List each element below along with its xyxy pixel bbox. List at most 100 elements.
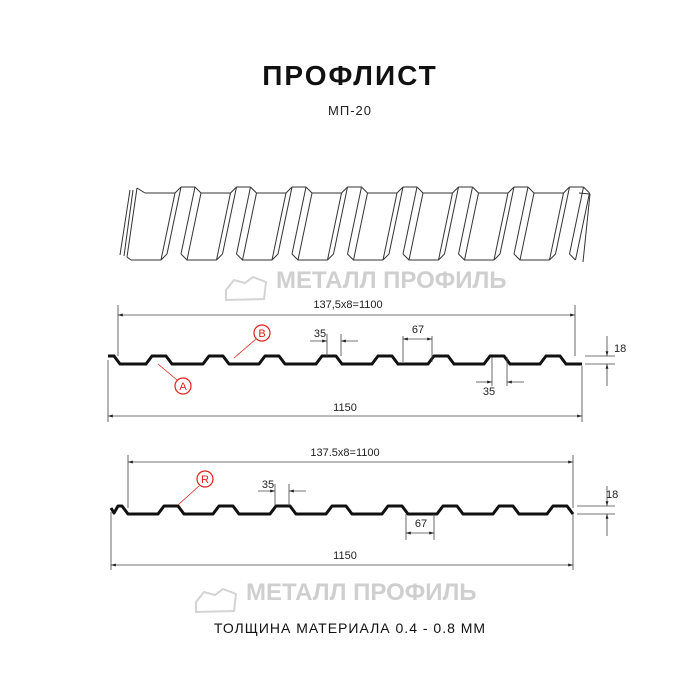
sheet-rib-line [416,186,424,194]
sheet-rib-line [236,253,243,261]
model-subtitle: МП-20 [328,103,372,118]
sheet-rib-line [458,253,465,261]
sheet-rib-line [458,186,473,255]
svg-text:B: B [258,328,265,340]
sheet-rib-line [160,192,176,261]
sheet-rib-line [327,192,342,261]
watermark-logo-icon [225,275,268,302]
sheet-rib-line [174,186,182,194]
sheet-rib-line [444,186,459,255]
sheet-rib-line [250,186,257,194]
sheet-rib-line [126,256,132,261]
sheet-rib-line [402,186,418,255]
sheet-rib-line [575,192,590,261]
profile-1: 137,5x8=1100 1150 35 67 18 35 A B [107,299,626,422]
sheet-rib-line [396,186,404,194]
sheet-rib-line [452,186,459,194]
sheet-rib-line [166,186,182,255]
sheet-rib-line [513,186,529,255]
watermark-text: МЕТАЛЛ ПРОФИЛЬ [246,579,477,606]
height-dimension-label: 18 [614,343,626,355]
watermark-text: МЕТАЛЛ ПРОФИЛЬ [276,267,507,294]
sheet-rib-line [464,192,479,261]
profile-2-outline [109,504,575,516]
sheet-rib-line [569,186,584,255]
sheet-rib-line [582,193,591,263]
sheet-rib-line [186,192,202,261]
sheet-rib-line [123,189,134,257]
sheet-rib-line [382,192,398,261]
watermark-logo-icon [195,587,238,614]
sheet-rib-line [549,253,556,261]
sheet-rib-line [438,253,445,261]
crest-dimension-label: 35 [262,479,274,491]
sheet-rib-line [230,186,237,194]
sheet-rib-line [493,192,509,261]
page-title: ПРОФЛИСТ [262,60,438,91]
width-dimension-label: 1150 [333,402,357,414]
sheet-rib-line [327,253,334,261]
sheet-rib-line [493,253,501,261]
sheet-rib-line [555,186,570,255]
profile-2: 137.5x8=1100 1150 35 67 18 R [109,447,618,570]
sheet-rib-line [578,192,591,195]
sheet-rib-line [382,253,390,261]
sheet-rib-line [353,192,368,261]
sheet-rib-line [569,253,576,261]
sheet-rib-line [180,253,188,261]
sheet-rib-line [291,253,299,261]
sheet-rib-line [119,189,131,256]
sheet-rib-line [271,253,279,261]
pitch-dimension-label: 137,5x8=1100 [313,299,382,311]
sheet-rib-line [291,186,307,255]
valley-dimension-label: 67 [415,518,427,530]
sheet-rib-line [513,253,521,261]
sheet-rib-line [519,192,535,261]
pitch-dimension-label: 137.5x8=1100 [310,447,379,459]
sheet-rib-line [160,253,168,261]
sheet-rib-line [472,186,479,194]
marker-b: B [233,324,271,359]
watermark-1: МЕТАЛЛ ПРОФИЛЬ [225,267,507,302]
sheet-rib-line [180,186,196,255]
sheet-rib-line [527,186,535,194]
sheet-rib-line [305,186,313,194]
sheet-rib-line [136,187,146,194]
sheet-rib-line [347,253,354,261]
material-thickness-note: ТОЛЩИНА МАТЕРИАЛА 0.4 - 0.8 ММ [213,620,487,636]
svg-text:R: R [201,474,209,486]
sheet-rib-line [285,186,293,194]
sheet-rib-line [277,186,293,255]
profile-1-outline [108,354,582,366]
sheet-rib-line [507,186,515,194]
marker-r: R [177,470,214,506]
width-dimension-label: 1150 [333,550,357,562]
sheet-rib-line [242,192,257,261]
sheet-rib-line [341,186,348,194]
sheet-rib-line [194,186,202,194]
sheet-rib-line [499,186,515,255]
sheet-rib-line [271,192,287,261]
sheet-rib-line [438,192,453,261]
bottom-dimension-label: 35 [483,386,495,398]
sheet-rib-line [563,186,570,194]
sheet-rib-line [297,192,313,261]
sheet-rib-line [402,253,410,261]
sheet-rib-line [236,186,251,255]
sheet-rib-line [408,192,424,261]
svg-text:A: A [179,381,187,393]
marker-a: A [157,363,192,395]
sheet-rib-line [222,186,237,255]
sheet-rib-line [347,186,362,255]
sheet-rib-line [361,186,368,194]
height-dimension-label: 18 [606,489,618,501]
crest-dimension-label: 35 [314,328,326,340]
sheet-rib-line [333,186,348,255]
sheet-rib-line [216,253,223,261]
sheet-rib-line [549,192,564,261]
sheet-rib-line [216,192,231,261]
watermark-2: МЕТАЛЛ ПРОФИЛЬ [195,579,477,614]
sheet-rib-line [126,187,138,258]
valley-dimension-label: 67 [412,324,424,336]
